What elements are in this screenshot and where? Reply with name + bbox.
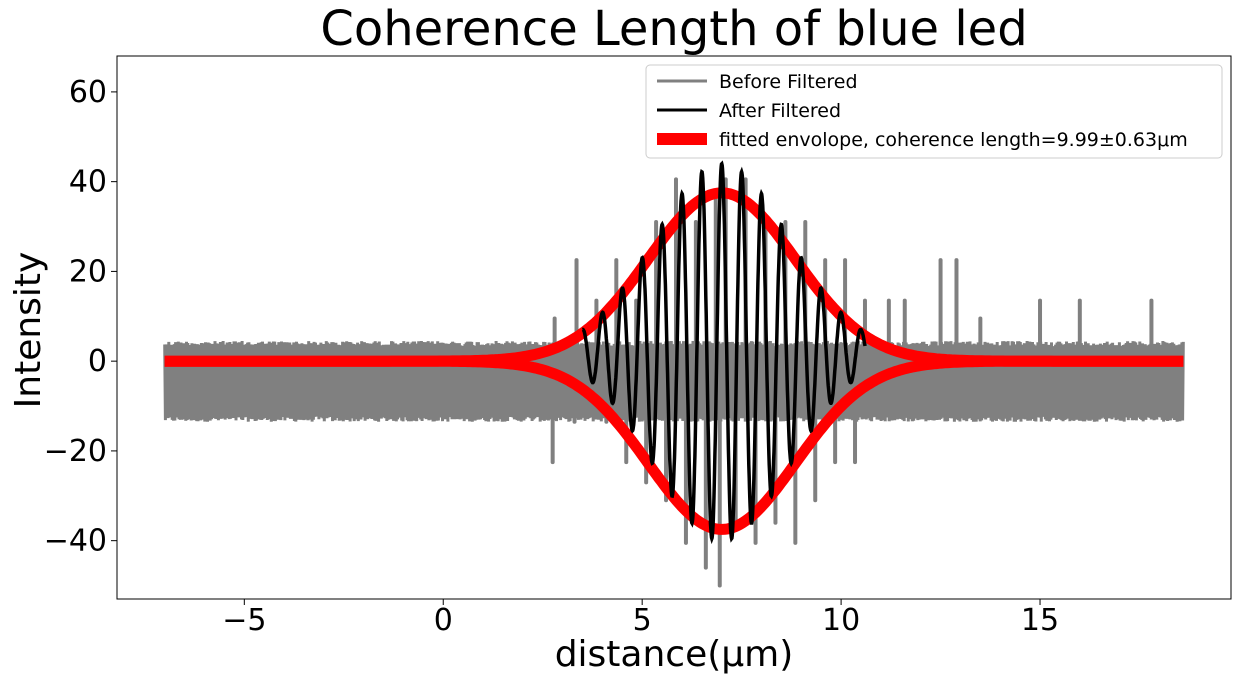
series-fitted-envelope [164, 187, 1184, 535]
y-tick-label: −40 [44, 524, 107, 559]
x-tick-label: 10 [822, 603, 860, 638]
x-tick-label: 15 [1021, 603, 1059, 638]
legend-box [645, 64, 1223, 159]
legend: Before Filtered After Filtered fitted en… [645, 64, 1223, 159]
x-tick-label: 5 [633, 603, 652, 638]
series-before-filtered [163, 177, 1185, 588]
plot-frame [116, 55, 1232, 600]
x-axis: −5 0 5 10 15 [222, 599, 1059, 638]
x-tick-label: 0 [434, 603, 453, 638]
chart-title: Coherence Length of blue led [320, 1, 1027, 57]
after-filtered-line [581, 160, 867, 545]
legend-label-fitted-envelope: fitted envolope, coherence length=9.99±0… [719, 129, 1188, 151]
series-after-filtered [581, 160, 867, 545]
y-tick-label: 40 [69, 165, 107, 200]
y-tick-label: 60 [69, 75, 107, 110]
legend-label-after-filtered: After Filtered [719, 100, 841, 122]
y-tick-label: 0 [88, 344, 107, 379]
y-axis-label: Intensity [8, 252, 49, 409]
x-axis-label: distance(μm) [555, 634, 794, 675]
plot-area [163, 160, 1185, 588]
legend-label-before-filtered: Before Filtered [719, 71, 858, 93]
fitted-envelope-lower [164, 355, 1184, 535]
y-axis: −40 −20 0 20 40 60 [44, 75, 117, 559]
x-tick-label: −5 [222, 603, 266, 638]
y-tick-label: 20 [69, 254, 107, 289]
y-tick-label: −20 [44, 434, 107, 469]
